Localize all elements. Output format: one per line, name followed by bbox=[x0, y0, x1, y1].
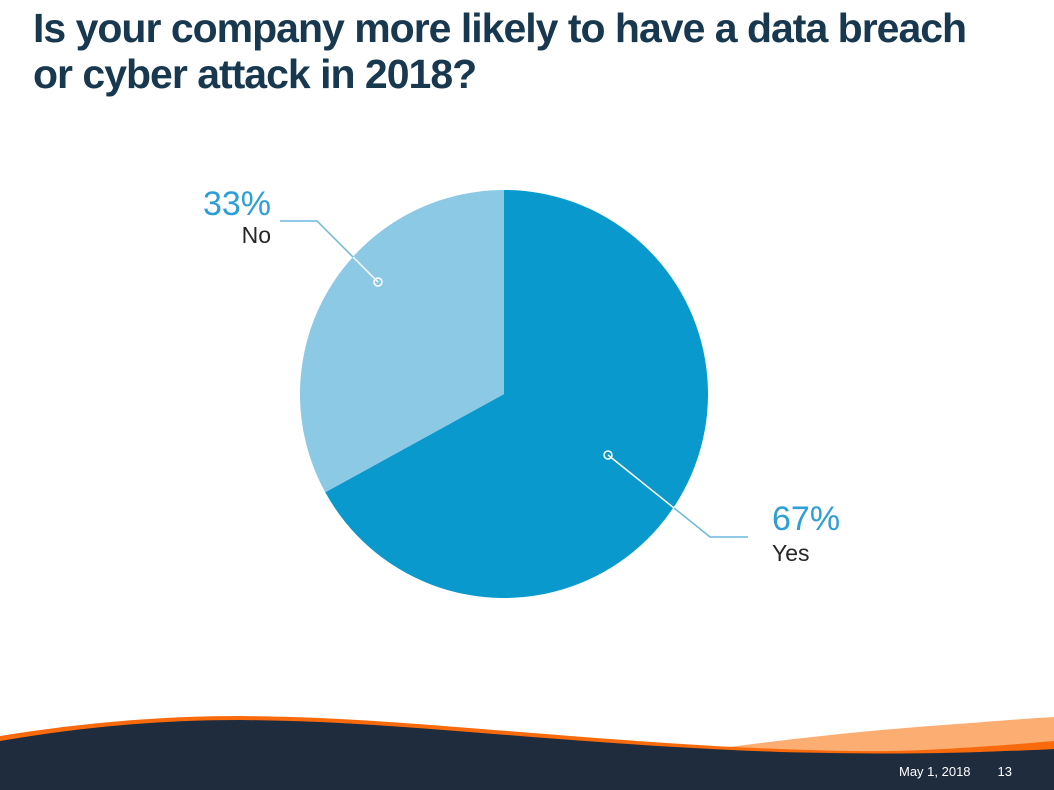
leader-marker-yes bbox=[603, 450, 613, 460]
pie-slice-yes bbox=[325, 190, 709, 598]
leader-line-yes-outer bbox=[673, 507, 748, 538]
leader-line-yes-inner bbox=[607, 454, 675, 509]
pie-label-no-name: No bbox=[241, 222, 271, 248]
leader-marker-no bbox=[373, 277, 383, 287]
footer-wave-navy bbox=[0, 720, 1054, 790]
pie-label-yes-name: Yes bbox=[772, 540, 810, 566]
leader-line-no-outer bbox=[280, 220, 354, 258]
leader-line-no-inner bbox=[352, 256, 379, 283]
slide-title: Is your company more likely to have a da… bbox=[33, 5, 967, 97]
pie-slices bbox=[300, 190, 709, 598]
footer-date: May 1, 2018 bbox=[898, 764, 971, 779]
footer-page-number: 13 bbox=[997, 764, 1012, 779]
pie-slice-no bbox=[300, 190, 504, 493]
pie-label-no-percent: 33% bbox=[202, 185, 271, 223]
slide-footer: May 1, 2018 13 bbox=[899, 764, 1012, 779]
pie-label-yes-percent: 67% bbox=[772, 500, 841, 538]
